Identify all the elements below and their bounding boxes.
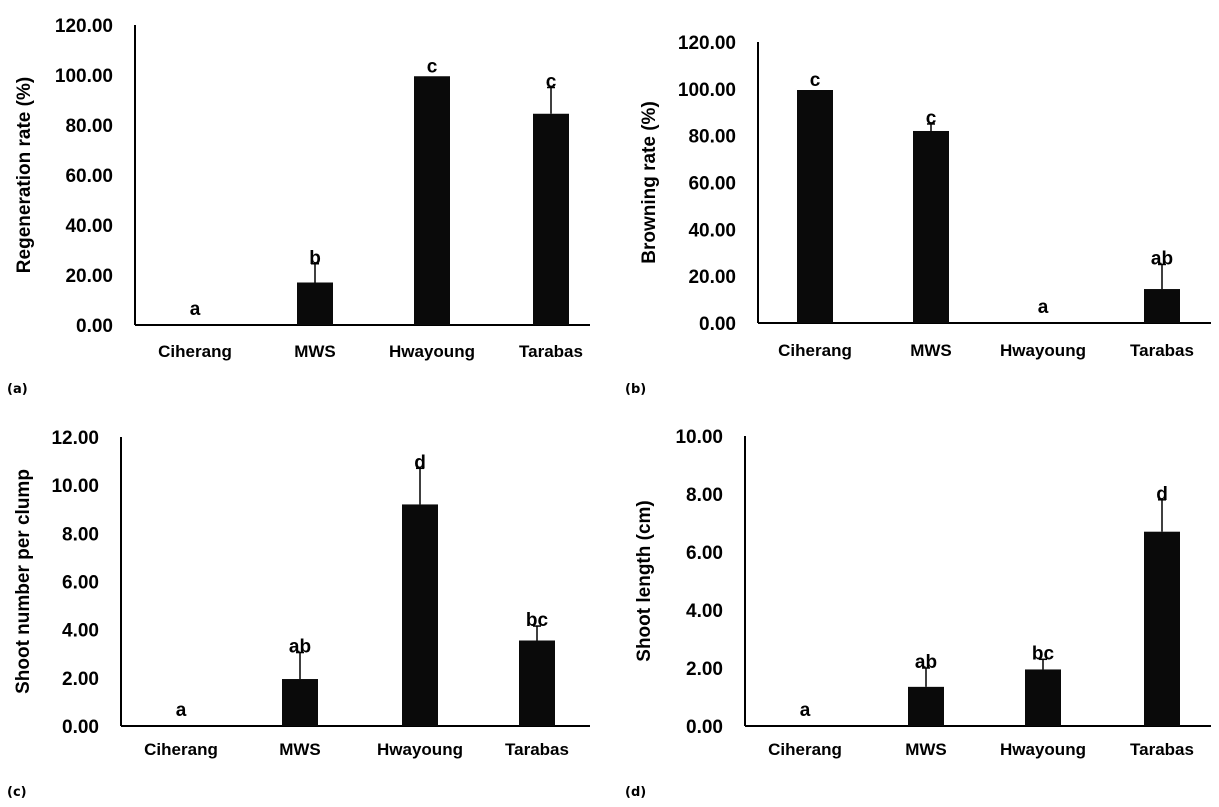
y-tick-label: 40.00 [65, 216, 113, 237]
significance-label: b [309, 248, 321, 269]
category-label: MWS [294, 342, 336, 361]
y-tick-label: 20.00 [65, 266, 113, 287]
y-tick-label: 4.00 [686, 601, 723, 622]
y-tick-label: 2.00 [62, 669, 99, 690]
category-label: MWS [905, 740, 947, 759]
y-tick-label: 60.00 [688, 174, 736, 195]
y-tick-label: 2.00 [686, 659, 723, 680]
category-label: Ciherang [768, 740, 842, 759]
bar [402, 504, 438, 726]
y-axis-title: Regeneration rate (%) [14, 77, 35, 273]
significance-label: d [1156, 484, 1168, 505]
y-tick-label: 0.00 [686, 717, 723, 738]
bar [519, 640, 555, 726]
category-label: Hwayoung [1000, 341, 1086, 360]
panel-label-c: (c) [7, 785, 27, 800]
category-label: Ciherang [158, 342, 232, 361]
y-tick-label: 6.00 [686, 543, 723, 564]
bar [1025, 669, 1061, 726]
significance-label: c [926, 108, 937, 129]
bar [533, 113, 569, 325]
y-axis-title: Shoot number per clump [13, 469, 34, 694]
chart-a: 0.00 20.00 40.00 60.00 80.00 100.00 120.00 Rege… [14, 16, 590, 361]
significance-label: c [427, 56, 438, 77]
panel-b: 0.00 20.00 40.00 60.00 80.00 100.00 120.00 Brow… [609, 0, 1219, 403]
y-axis-title: Browning rate (%) [639, 101, 660, 264]
y-tick-label: 10.00 [51, 476, 99, 497]
y-tick-label: 60.00 [65, 166, 113, 187]
panel-a: 0.00 20.00 40.00 60.00 80.00 100.00 120.00 Rege… [0, 0, 609, 403]
category-label: Hwayoung [377, 740, 463, 759]
y-tick-label: 80.00 [65, 116, 113, 137]
y-tick-label: 0.00 [76, 316, 113, 337]
significance-label: bc [1032, 643, 1055, 664]
category-label: Ciherang [778, 341, 852, 360]
y-tick-label: 80.00 [688, 127, 736, 148]
significance-label: a [1038, 297, 1049, 318]
y-tick-label: 20.00 [688, 267, 736, 288]
y-tick-label: 0.00 [699, 314, 736, 335]
significance-label: c [546, 72, 557, 93]
bar [414, 76, 450, 325]
bar [1144, 289, 1180, 323]
y-tick-label: 6.00 [62, 573, 99, 594]
y-tick-label: 120.00 [678, 33, 736, 54]
bar [913, 130, 949, 323]
y-tick-label: 120.00 [55, 16, 113, 37]
panel-d: 0.00 2.00 4.00 6.00 8.00 10.00 Shoot length (c… [609, 403, 1219, 807]
category-label: Ciherang [144, 740, 218, 759]
panel-label-b: (b) [625, 382, 647, 397]
y-tick-label: 100.00 [55, 66, 113, 87]
y-tick-label: 8.00 [686, 485, 723, 506]
bar [297, 282, 333, 325]
category-label: Tarabas [519, 342, 583, 361]
y-axis-title: Shoot length (cm) [634, 500, 655, 661]
significance-label: d [414, 452, 426, 473]
y-tick-label: 0.00 [62, 717, 99, 738]
y-tick-label: 40.00 [688, 220, 736, 241]
panel-label-a: (a) [7, 382, 28, 397]
category-label: Hwayoung [389, 342, 475, 361]
panel-label-d: (d) [625, 785, 647, 800]
significance-label: bc [526, 610, 549, 631]
significance-label: ab [915, 652, 937, 673]
significance-label: a [190, 299, 201, 320]
y-tick-label: 4.00 [62, 621, 99, 642]
category-label: Tarabas [1130, 341, 1194, 360]
category-label: MWS [910, 341, 952, 360]
significance-label: c [810, 70, 821, 91]
bar [282, 679, 318, 726]
bar [908, 686, 944, 726]
panel-c: 0.00 2.00 4.00 6.00 8.00 10.00 12.00 Shoot numb… [0, 403, 609, 807]
bar [797, 90, 833, 323]
chart-d: 0.00 2.00 4.00 6.00 8.00 10.00 Shoot length (c… [634, 427, 1211, 759]
significance-label: ab [289, 637, 311, 658]
significance-label: a [176, 700, 187, 721]
chart-c: 0.00 2.00 4.00 6.00 8.00 10.00 12.00 Shoot numb… [13, 428, 590, 759]
y-tick-label: 12.00 [51, 428, 99, 449]
category-label: Tarabas [1130, 740, 1194, 759]
significance-label: ab [1151, 248, 1173, 269]
category-label: Tarabas [505, 740, 569, 759]
y-tick-label: 8.00 [62, 524, 99, 545]
category-label: MWS [279, 740, 321, 759]
y-tick-label: 10.00 [675, 427, 723, 448]
significance-label: a [800, 700, 811, 721]
chart-b: 0.00 20.00 40.00 60.00 80.00 100.00 120.00 Brow… [639, 33, 1211, 360]
category-label: Hwayoung [1000, 740, 1086, 759]
y-tick-label: 100.00 [678, 80, 736, 101]
bar [1144, 531, 1180, 726]
